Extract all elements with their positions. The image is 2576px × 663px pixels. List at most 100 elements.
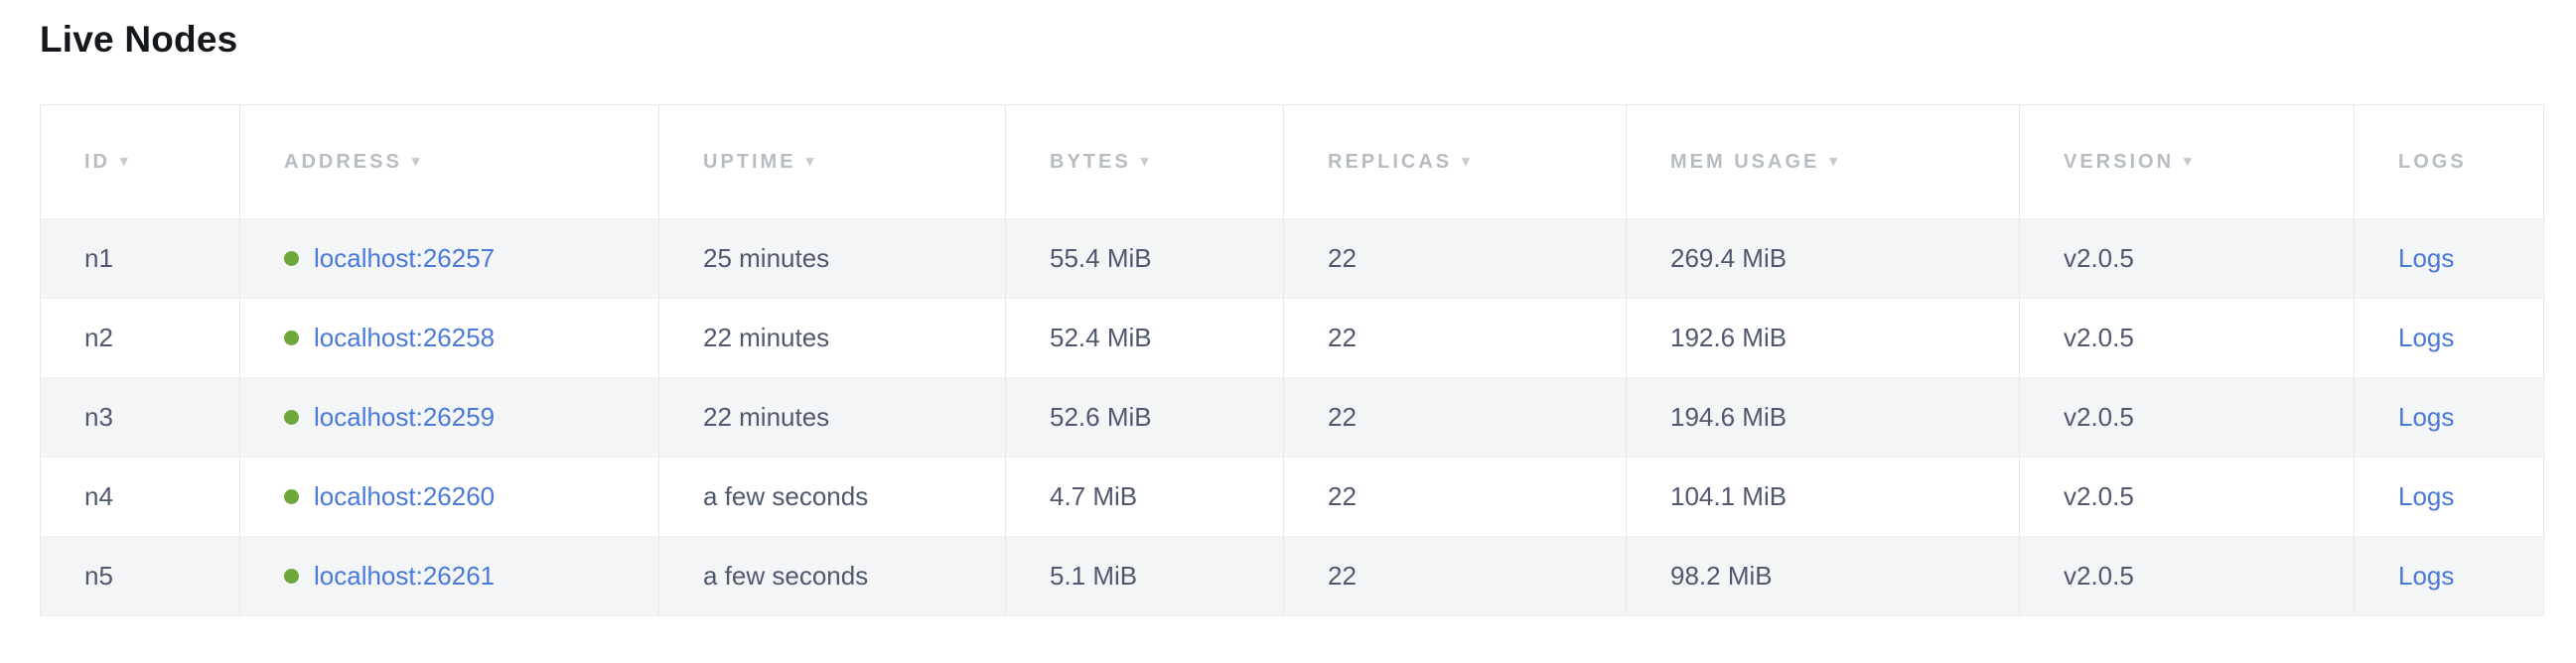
cell-replicas: 22 [1283, 377, 1627, 458]
node-address-link[interactable]: localhost:26258 [314, 323, 496, 352]
node-row-n5: n5 localhost:26261 a few seconds 5.1 MiB 22 9… [40, 536, 2544, 616]
cell-uptime: 22 minutes [658, 298, 1006, 378]
node-row-n1: n1 localhost:26257 25 minutes 55.4 MiB 22 269… [40, 218, 2544, 299]
cell-id: n3 [40, 377, 240, 458]
column-header-label: LOGS [2398, 150, 2467, 173]
cell-logs: Logs [2354, 457, 2544, 537]
cell-bytes: 52.4 MiB [1005, 298, 1284, 378]
cell-value-mem_usage: 192.6 MiB [1670, 323, 1788, 352]
column-header-label: UPTIME [703, 150, 796, 173]
cell-value-replicas: 22 [1328, 243, 1357, 273]
cell-value-id: n1 [84, 243, 113, 273]
node-address-link[interactable]: localhost:26257 [314, 243, 496, 273]
cell-bytes: 52.6 MiB [1005, 377, 1284, 458]
cell-logs: Logs [2354, 377, 2544, 458]
cell-address: localhost:26257 [239, 218, 659, 299]
cell-mem_usage: 269.4 MiB [1626, 218, 2020, 299]
cell-value-version: v2.0.5 [2064, 243, 2134, 273]
cell-uptime: 22 minutes [658, 377, 1006, 458]
column-header-uptime[interactable]: UPTIME ▾ [658, 104, 1006, 219]
sort-arrow-icon: ▾ [805, 152, 814, 170]
cell-value-id: n5 [84, 561, 113, 591]
cell-value-replicas: 22 [1328, 561, 1357, 591]
sort-arrow-icon: ▾ [1462, 152, 1470, 170]
table-header-row: ID ▾ ADDRESS ▾ UPTIME ▾ BYTES ▾ REPLICAS ▾ MEM USA… [40, 104, 2544, 219]
cell-value-uptime: 22 minutes [703, 323, 830, 352]
cell-value-bytes: 52.4 MiB [1050, 323, 1152, 352]
cell-value-mem_usage: 269.4 MiB [1670, 243, 1788, 273]
cell-value-replicas: 22 [1328, 402, 1357, 432]
node-address-link[interactable]: localhost:26260 [314, 481, 496, 511]
node-health-status-icon [284, 250, 299, 266]
cell-value-version: v2.0.5 [2064, 561, 2134, 591]
cell-uptime: 25 minutes [658, 218, 1006, 299]
cell-address: localhost:26261 [239, 536, 659, 616]
column-header-replicas[interactable]: REPLICAS ▾ [1283, 104, 1627, 219]
cell-mem_usage: 192.6 MiB [1626, 298, 2020, 378]
node-row-n3: n3 localhost:26259 22 minutes 52.6 MiB 22 194… [40, 377, 2544, 458]
node-row-n2: n2 localhost:26258 22 minutes 52.4 MiB 22 192… [40, 298, 2544, 378]
column-header-label: VERSION [2064, 150, 2175, 173]
cell-value-bytes: 4.7 MiB [1050, 481, 1138, 511]
column-header-logs: LOGS [2354, 104, 2544, 219]
cell-value-uptime: a few seconds [703, 561, 869, 591]
column-header-mem_usage[interactable]: MEM USAGE ▾ [1626, 104, 2020, 219]
node-logs-link[interactable]: Logs [2398, 402, 2455, 432]
column-header-label: BYTES [1050, 150, 1131, 173]
node-health-status-icon [284, 488, 299, 504]
sort-arrow-icon: ▾ [411, 152, 420, 170]
column-header-label: ADDRESS [284, 150, 402, 173]
cell-logs: Logs [2354, 536, 2544, 616]
cell-version: v2.0.5 [2019, 536, 2355, 616]
cell-mem_usage: 98.2 MiB [1626, 536, 2020, 616]
node-health-status-icon [284, 409, 299, 425]
cell-version: v2.0.5 [2019, 377, 2355, 458]
cell-bytes: 5.1 MiB [1005, 536, 1284, 616]
cell-address: localhost:26259 [239, 377, 659, 458]
live-nodes-table: ID ▾ ADDRESS ▾ UPTIME ▾ BYTES ▾ REPLICAS ▾ MEM USA… [40, 104, 2544, 616]
cell-replicas: 22 [1283, 457, 1627, 537]
node-logs-link[interactable]: Logs [2398, 243, 2455, 273]
cell-id: n4 [40, 457, 240, 537]
cell-uptime: a few seconds [658, 457, 1006, 537]
node-health-status-icon [284, 568, 299, 584]
cell-logs: Logs [2354, 298, 2544, 378]
cell-value-bytes: 55.4 MiB [1050, 243, 1152, 273]
cell-value-uptime: 25 minutes [703, 243, 830, 273]
cell-value-replicas: 22 [1328, 323, 1357, 352]
cell-value-bytes: 5.1 MiB [1050, 561, 1138, 591]
cell-value-bytes: 52.6 MiB [1050, 402, 1152, 432]
cell-value-id: n3 [84, 402, 113, 432]
node-address-link[interactable]: localhost:26261 [314, 561, 496, 591]
sort-arrow-icon: ▾ [1829, 152, 1837, 170]
column-header-id[interactable]: ID ▾ [40, 104, 240, 219]
cell-version: v2.0.5 [2019, 457, 2355, 537]
column-header-address[interactable]: ADDRESS ▾ [239, 104, 659, 219]
cell-address: localhost:26258 [239, 298, 659, 378]
cell-address: localhost:26260 [239, 457, 659, 537]
node-logs-link[interactable]: Logs [2398, 323, 2455, 352]
column-header-version[interactable]: VERSION ▾ [2019, 104, 2355, 219]
column-header-bytes[interactable]: BYTES ▾ [1005, 104, 1284, 219]
cell-uptime: a few seconds [658, 536, 1006, 616]
node-logs-link[interactable]: Logs [2398, 561, 2455, 591]
node-address-link[interactable]: localhost:26259 [314, 402, 496, 432]
sort-arrow-icon: ▾ [1140, 152, 1149, 170]
cell-replicas: 22 [1283, 298, 1627, 378]
cell-value-id: n4 [84, 481, 113, 511]
cell-version: v2.0.5 [2019, 218, 2355, 299]
cell-value-version: v2.0.5 [2064, 323, 2134, 352]
node-health-status-icon [284, 330, 299, 345]
cell-value-version: v2.0.5 [2064, 481, 2134, 511]
cell-logs: Logs [2354, 218, 2544, 299]
cell-bytes: 4.7 MiB [1005, 457, 1284, 537]
cell-bytes: 55.4 MiB [1005, 218, 1284, 299]
sort-arrow-icon: ▾ [120, 152, 128, 170]
node-row-n4: n4 localhost:26260 a few seconds 4.7 MiB 22 1… [40, 457, 2544, 537]
cell-value-version: v2.0.5 [2064, 402, 2134, 432]
cell-id: n5 [40, 536, 240, 616]
node-logs-link[interactable]: Logs [2398, 481, 2455, 511]
cell-version: v2.0.5 [2019, 298, 2355, 378]
cell-replicas: 22 [1283, 218, 1627, 299]
cell-mem_usage: 104.1 MiB [1626, 457, 2020, 537]
